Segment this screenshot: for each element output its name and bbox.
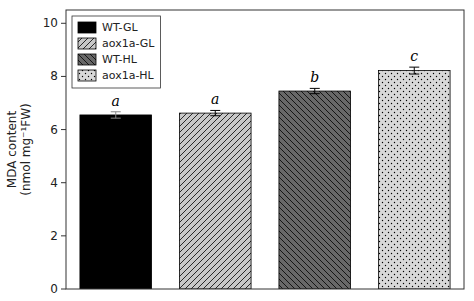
chart: 0 2 4 6 8 10 MDA content(nmol mg⁻¹FW) a a b c WT-GL… [0,0,474,301]
y-tick-label: 2 [50,229,58,243]
bars [80,67,450,289]
y-tick [61,235,66,236]
y-tick [61,76,66,77]
bar [80,115,152,289]
legend-label: WT-GL [102,21,138,34]
bar [279,91,351,289]
bar [179,113,251,289]
significance-letter: b [310,69,319,85]
y-tick-label: 6 [50,123,58,137]
y-tick-label: 8 [50,69,58,83]
significance-letter: a [112,93,120,109]
legend: WT-GL aox1a-GL WT-HL aox1a-HL [72,16,160,88]
error-bar [409,67,419,74]
error-bar [210,110,220,115]
significance-letter: c [410,48,418,64]
legend-swatch [78,70,96,81]
legend-swatch [78,54,96,65]
error-bar [310,88,320,93]
y-tick-label: 10 [43,16,58,30]
bar [378,71,450,289]
y-tick [61,289,66,290]
plot-frame [66,10,464,289]
significance-letter: a [211,91,219,107]
legend-label: aox1a-GL [102,37,155,50]
legend-swatch [78,38,96,49]
y-tick [61,182,66,183]
y-tick [61,23,66,24]
y-axis-label-line: MDA content [5,111,19,189]
legend-label: aox1a-HL [102,69,155,82]
y-axis-label: MDA content(nmol mg⁻¹FW) [5,103,33,195]
y-tick-label: 4 [50,176,58,190]
y-tick [61,129,66,130]
y-tick-label: 0 [50,282,58,296]
error-bar [111,112,121,118]
legend-label: WT-HL [102,53,138,66]
y-axis: 0 2 4 6 8 10 [43,16,66,296]
legend-frame [72,16,160,88]
y-axis-label-line: (nmol mg⁻¹FW) [19,103,33,195]
legend-swatch [78,22,96,33]
